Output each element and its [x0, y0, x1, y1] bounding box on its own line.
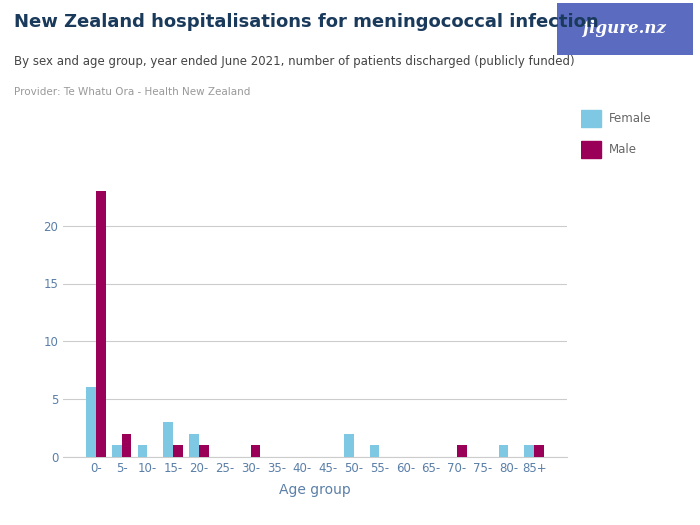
- Bar: [112, 445, 122, 457]
- Bar: [370, 445, 379, 457]
- Bar: [173, 445, 183, 457]
- Text: New Zealand hospitalisations for meningococcal infection: New Zealand hospitalisations for meningo…: [14, 13, 598, 31]
- FancyBboxPatch shape: [581, 110, 601, 127]
- Bar: [251, 445, 260, 457]
- Text: Male: Male: [609, 143, 637, 156]
- FancyBboxPatch shape: [581, 141, 601, 158]
- Bar: [498, 445, 508, 457]
- X-axis label: Age group: Age group: [279, 483, 351, 497]
- Text: Female: Female: [609, 112, 652, 125]
- Bar: [534, 445, 544, 457]
- Bar: [163, 422, 173, 457]
- Bar: [457, 445, 467, 457]
- Bar: [189, 434, 199, 457]
- Text: By sex and age group, year ended June 2021, number of patients discharged (publi: By sex and age group, year ended June 20…: [14, 55, 575, 68]
- Text: figure.nz: figure.nz: [582, 20, 666, 37]
- Bar: [137, 445, 147, 457]
- Text: Provider: Te Whatu Ora - Health New Zealand: Provider: Te Whatu Ora - Health New Zeal…: [14, 87, 251, 97]
- Bar: [86, 387, 96, 457]
- Bar: [96, 191, 106, 457]
- Bar: [122, 434, 132, 457]
- Bar: [199, 445, 209, 457]
- Bar: [344, 434, 354, 457]
- Bar: [524, 445, 534, 457]
